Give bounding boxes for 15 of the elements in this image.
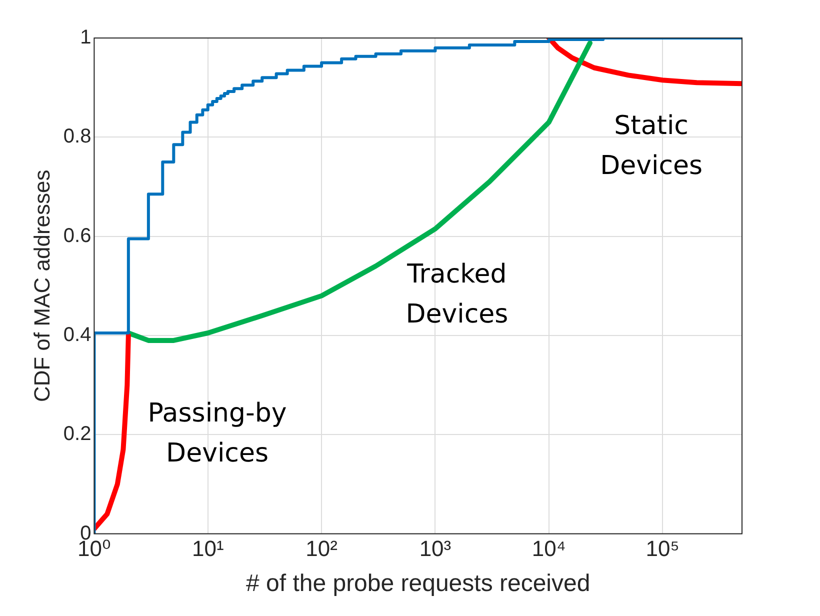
x-tick-label: 10³ <box>419 536 452 562</box>
annotation: Static Devices <box>600 110 703 181</box>
annotation: Tracked Devices <box>406 260 508 330</box>
x-tick-label: 10² <box>306 536 338 562</box>
x-tick-label: 10⁴ <box>532 536 566 562</box>
x-axis-title: # of the probe requests received <box>246 570 590 598</box>
y-tick-label: 0.8 <box>63 126 92 148</box>
y-tick-label: 0.2 <box>63 423 92 446</box>
y-tick-label: 0.6 <box>63 224 92 247</box>
x-tick-label: 10⁵ <box>646 536 680 562</box>
y-axis-title: CDF of MAC addresses <box>29 170 54 402</box>
x-tick-label: 10¹ <box>192 536 224 562</box>
y-tick-label: 0.4 <box>63 324 92 346</box>
annotation: Passing-by Devices <box>148 398 287 468</box>
y-tick-label: 1 <box>80 26 92 49</box>
